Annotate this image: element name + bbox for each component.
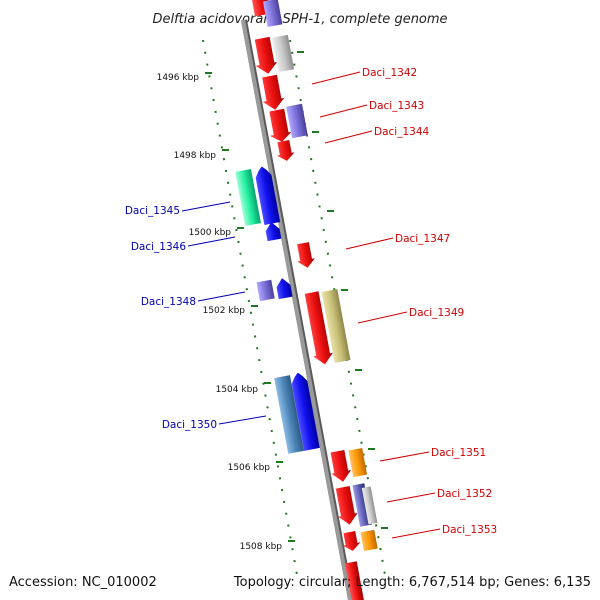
tick-label: 1496 kbp	[157, 73, 200, 83]
gene-block-daci-1343-slate[interactable]	[286, 103, 308, 139]
scale-tick-1502: 1502 kbp	[203, 305, 258, 316]
gene-block-daci-1353-orange[interactable]	[360, 529, 378, 552]
gene-arrow-daci-1345-blue[interactable]	[254, 165, 281, 225]
gene-label-daci-1352[interactable]: Daci_1352	[437, 488, 492, 500]
tick-label: 1500 kbp	[189, 228, 232, 238]
gene-arrow-daci-1350-blue[interactable]	[290, 371, 320, 451]
gene-block-daci-1352-grey[interactable]	[361, 486, 378, 525]
tick-label: 1508 kbp	[240, 542, 283, 552]
gene-arrow-daci-1342[interactable]	[258, 74, 286, 111]
gene-block-daci-1348[interactable]	[256, 279, 275, 302]
scale-tick-1500: 1500 kbp	[189, 227, 244, 238]
gene-label-daci-1342[interactable]: Daci_1342	[362, 67, 417, 79]
genome-backbone	[241, 19, 353, 600]
gene-label-daci-1347[interactable]: Daci_1347	[395, 233, 450, 245]
topology-text: Topology: circular; Length: 6,767,514 bp…	[233, 575, 591, 590]
gene-arrow-1[interactable]	[251, 36, 279, 75]
leader-lines-forward	[311, 71, 441, 539]
tick-label: 1504 kbp	[216, 385, 259, 395]
gene-block-top-slate[interactable]	[262, 0, 283, 28]
gene-label-daci-1344[interactable]: Daci_1344	[374, 126, 430, 138]
gene-arrow-daci-1344[interactable]	[275, 140, 296, 163]
map-title: Delftia acidovorans SPH-1, complete geno…	[152, 12, 447, 27]
scale-tick-1498: 1498 kbp	[174, 149, 229, 161]
gene-arrow-daci-1348-blue[interactable]	[275, 277, 293, 300]
gene-arrow-daci-1346[interactable]	[264, 221, 282, 242]
gene-label-daci-1346[interactable]: Daci_1346	[131, 241, 187, 253]
gene-arrow-daci-1352[interactable]	[333, 485, 360, 526]
gene-arrow-daci-1347[interactable]	[294, 242, 316, 270]
gene-block-daci-1349-olive[interactable]	[321, 289, 351, 363]
gene-label-daci-1349[interactable]: Daci_1349	[409, 307, 464, 319]
gene-arrow-daci-1349[interactable]	[302, 291, 335, 366]
leader-lines-reverse	[181, 201, 267, 425]
tick-label: 1498 kbp	[174, 151, 217, 161]
gene-arrow-daci-1351[interactable]	[328, 449, 353, 483]
scale-tick-1496: 1496 kbp	[157, 72, 212, 83]
gene-arrow-daci-1343[interactable]	[265, 108, 292, 143]
scale-tick-1504: 1504 kbp	[216, 382, 271, 395]
gene-arrow-daci-1353[interactable]	[341, 531, 362, 553]
outer-track-ticks	[297, 51, 388, 529]
gene-label-daci-1351[interactable]: Daci_1351	[431, 447, 486, 459]
gene-block-daci-1345[interactable]	[235, 168, 261, 226]
gene-label-daci-1343[interactable]: Daci_1343	[369, 100, 424, 112]
gene-block-daci-1351-orange[interactable]	[348, 447, 368, 478]
scale-tick-1508: 1508 kbp	[240, 540, 295, 552]
tick-label: 1506 kbp	[228, 463, 271, 473]
gene-label-daci-1350[interactable]: Daci_1350	[162, 419, 217, 431]
gene-block-bottom-red[interactable]	[344, 561, 366, 600]
tick-label: 1502 kbp	[203, 306, 246, 316]
gene-label-daci-1348[interactable]: Daci_1348	[141, 296, 196, 308]
gene-label-daci-1345[interactable]: Daci_1345	[125, 205, 180, 217]
gene-block-daci-1350[interactable]	[274, 375, 304, 454]
accession-text: Accession: NC_010002	[9, 575, 157, 590]
scale-tick-1506: 1506 kbp	[228, 461, 283, 473]
gene-label-daci-1353[interactable]: Daci_1353	[442, 524, 497, 536]
gene-block-grey[interactable]	[272, 34, 295, 73]
